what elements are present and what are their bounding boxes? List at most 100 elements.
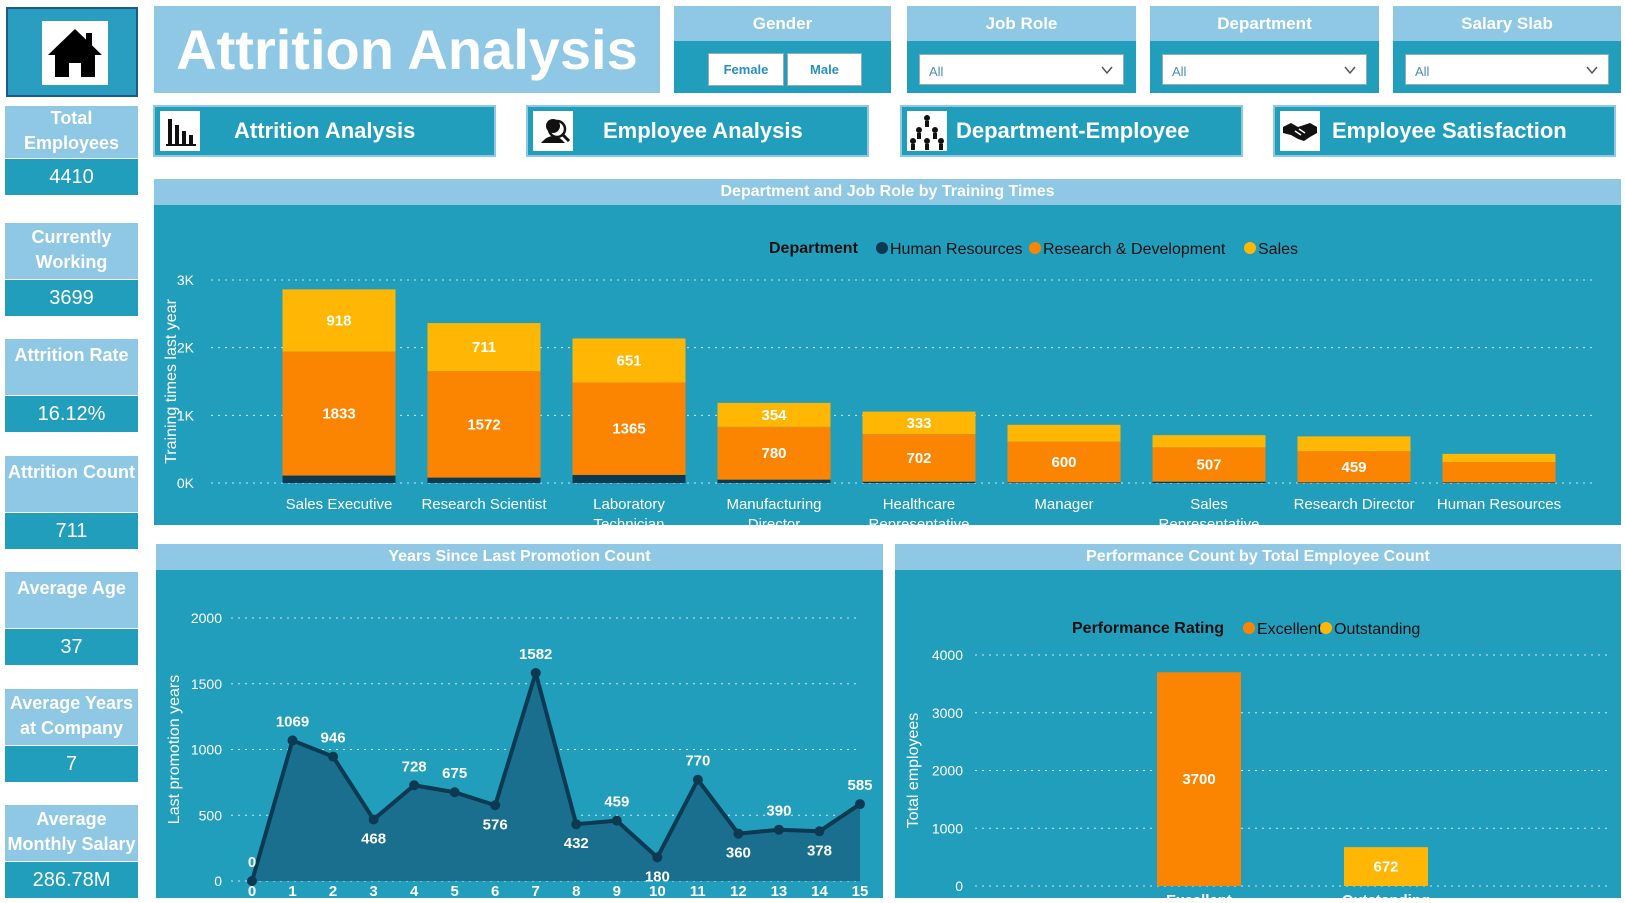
gender-slicer: Gender Female Male <box>674 6 891 93</box>
salary-slab-slicer: Salary Slab All <box>1393 6 1621 93</box>
promotion-chart: 0 500 1000 1500 2000 Last promotion years 0 0 10… <box>166 610 873 900</box>
legend-title: Performance Rating <box>1072 620 1224 637</box>
legend-marker <box>1244 242 1256 254</box>
nav-department-employee[interactable]: Department-Employee <box>900 105 1243 157</box>
nav-label: Attrition Analysis <box>234 118 416 143</box>
data-point <box>692 774 703 785</box>
data-label: 0 <box>248 854 256 871</box>
page-title: Attrition Analysis <box>154 6 660 93</box>
legend-item: Sales <box>1258 241 1298 258</box>
department-slicer: Department All <box>1150 6 1379 93</box>
data-label: 360 <box>726 845 751 862</box>
kpi-value: 711 <box>5 512 138 549</box>
kpi-label: Average Years at Company <box>5 689 138 745</box>
data-point <box>773 824 784 835</box>
nav-employee-analysis[interactable]: Employee Analysis <box>526 105 869 157</box>
x-tick-label: 14 <box>811 883 828 898</box>
training-times-chart: Department Human Resources Research & Deve… <box>163 240 1594 533</box>
x-tick-label: 8 <box>572 883 580 898</box>
y-tick-label: 1K <box>177 407 195 423</box>
bar-human-resources <box>572 474 686 483</box>
bar-sales <box>1152 435 1266 448</box>
x-tick-label: 9 <box>613 883 621 898</box>
x-tick-label: 3 <box>369 883 377 898</box>
bar-sales <box>1007 424 1121 442</box>
job-role-dropdown-value: All <box>929 64 944 79</box>
data-point <box>368 814 379 825</box>
nav-attrition-analysis[interactable]: Attrition Analysis <box>153 105 496 157</box>
training-times-chart-panel: Department and Job Role by Training Time… <box>154 179 1621 533</box>
chevron-down-icon <box>1586 66 1598 75</box>
data-label: 651 <box>616 352 641 369</box>
bar-sales <box>1442 453 1556 463</box>
data-label: 390 <box>766 803 791 820</box>
kpi-attrition-rate: Attrition Rate 16.12% <box>5 339 138 432</box>
x-tick-label: Laboratory <box>593 496 665 513</box>
chart-title: Years Since Last Promotion Count <box>156 544 883 570</box>
bar-sales <box>862 411 976 435</box>
legend-marker <box>1029 242 1041 254</box>
bar-research-development <box>282 351 396 476</box>
nav-employee-satisfaction[interactable]: Employee Satisfaction <box>1273 105 1616 157</box>
gender-male-button[interactable]: Male <box>787 53 862 86</box>
nav-label: Department-Employee <box>956 118 1190 143</box>
data-point <box>247 876 257 886</box>
x-tick-label: 12 <box>730 883 747 898</box>
bar-human-resources <box>1152 481 1266 483</box>
data-label: 1582 <box>519 646 552 663</box>
x-tick-label: Outstanding <box>1342 892 1430 898</box>
data-point <box>611 815 622 826</box>
kpi-label: Currently Working <box>5 223 138 279</box>
home-button[interactable] <box>6 7 138 97</box>
data-point <box>449 787 460 798</box>
y-tick-label: 2000 <box>932 763 963 779</box>
x-tick-label: Research Director <box>1294 496 1415 513</box>
job-role-dropdown[interactable]: All <box>919 54 1124 85</box>
job-role-slicer: Job Role All <box>907 6 1136 93</box>
data-label: 780 <box>761 445 786 462</box>
nav-label: Employee Analysis <box>603 118 803 143</box>
department-dropdown[interactable]: All <box>1162 54 1367 85</box>
kpi-label: Average Age <box>5 572 138 628</box>
kpi-currently-working: Currently Working 3699 <box>5 223 138 316</box>
x-tick-label: Manufacturing <box>726 496 821 513</box>
kpi-label: Attrition Count <box>5 456 138 512</box>
y-tick-label: 500 <box>199 807 223 823</box>
chevron-down-icon <box>1344 66 1356 75</box>
salary-slab-dropdown[interactable]: All <box>1405 54 1609 85</box>
employee-search-icon <box>533 111 573 151</box>
y-tick-label: 1500 <box>191 676 222 692</box>
x-tick-label: Representative <box>869 516 970 525</box>
x-tick-label: Research Scientist <box>421 496 547 513</box>
x-tick-label: Excellent <box>1166 892 1232 898</box>
job-role-slicer-title: Job Role <box>907 6 1136 41</box>
data-point <box>855 799 865 810</box>
performance-chart-panel: Performance Count by Total Employee Coun… <box>895 544 1621 903</box>
gender-female-button[interactable]: Female <box>708 53 784 86</box>
legend-title: Department <box>769 240 859 257</box>
bar-sales <box>572 338 686 383</box>
x-tick-label: 11 <box>690 883 706 898</box>
bar-research-development <box>572 382 686 475</box>
data-label: 1572 <box>467 416 500 433</box>
kpi-average-monthly-salary: Average Monthly Salary 286.78M <box>5 805 138 898</box>
x-tick-label: Sales Executive <box>286 496 393 513</box>
data-label: 946 <box>321 730 346 747</box>
department-slicer-title: Department <box>1150 6 1379 41</box>
bar-sales <box>717 402 831 427</box>
y-axis-label: Last promotion years <box>166 675 183 824</box>
data-label: 354 <box>761 407 787 424</box>
x-tick-label: 5 <box>450 883 458 898</box>
y-tick-label: 0 <box>955 878 963 894</box>
bar-sales <box>1297 436 1411 452</box>
chart-title: Department and Job Role by Training Time… <box>154 179 1621 205</box>
bar-research-development <box>1152 447 1266 482</box>
data-point <box>571 819 582 830</box>
x-tick-label: 10 <box>649 883 666 898</box>
kpi-average-years-at-company: Average Years at Company 7 <box>5 689 138 782</box>
y-tick-label: 0 <box>214 873 222 889</box>
kpi-value: 7 <box>5 745 138 782</box>
x-tick-label: 0 <box>248 883 256 898</box>
data-label: 1069 <box>276 713 309 730</box>
x-tick-label: 6 <box>491 883 499 898</box>
